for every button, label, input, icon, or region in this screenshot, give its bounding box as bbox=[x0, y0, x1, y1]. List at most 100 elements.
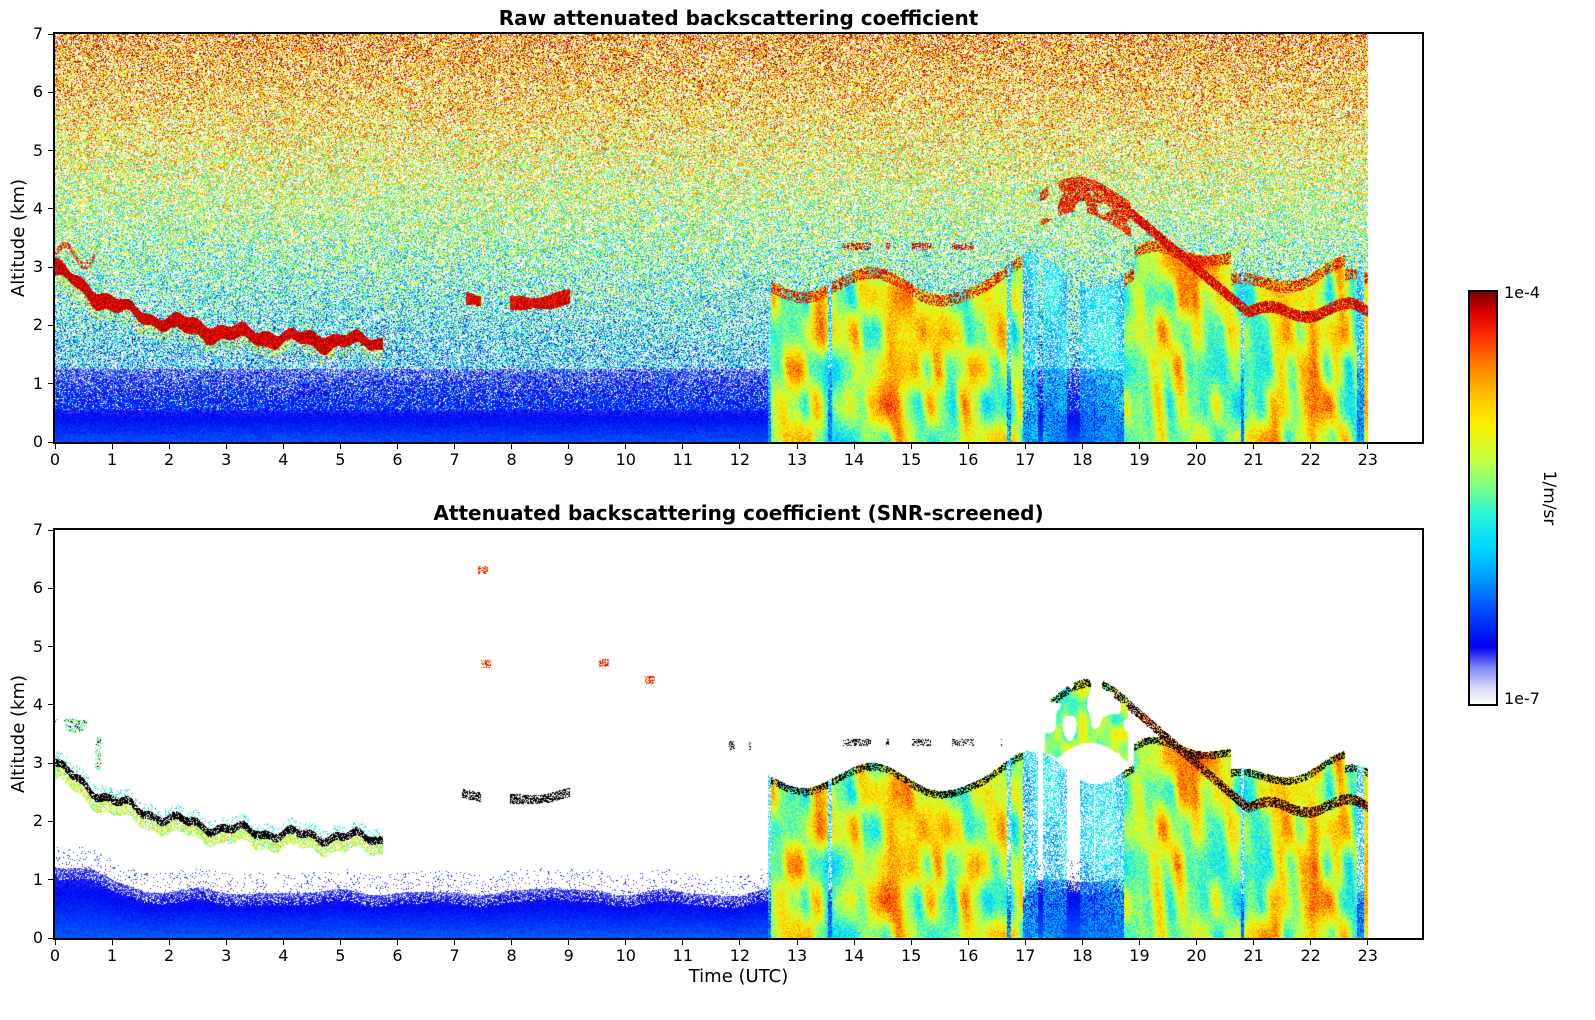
x-axis-tick bbox=[682, 444, 684, 449]
x-tick-label: 3 bbox=[221, 450, 232, 469]
x-axis-tick bbox=[739, 940, 741, 945]
x-tick-label: 22 bbox=[1300, 946, 1321, 965]
y-axis-tick bbox=[48, 587, 53, 589]
x-tick-label: 9 bbox=[563, 946, 574, 965]
x-axis-tick bbox=[568, 444, 570, 449]
x-tick-label: 10 bbox=[615, 946, 636, 965]
x-axis-tick bbox=[1196, 444, 1198, 449]
x-tick-label: 1 bbox=[106, 946, 118, 965]
y-tick-label: 6 bbox=[32, 82, 43, 102]
x-axis-tick bbox=[568, 940, 570, 945]
x-tick-label: 19 bbox=[1129, 450, 1150, 469]
x-axis-tick bbox=[282, 444, 284, 449]
x-axis-tick bbox=[967, 940, 969, 945]
x-axis-tick bbox=[1081, 444, 1083, 449]
x-tick-label: 6 bbox=[392, 946, 403, 965]
x-tick-label: 12 bbox=[729, 450, 751, 469]
x-tick-label: 16 bbox=[958, 946, 979, 965]
x-tick-label: 23 bbox=[1357, 450, 1378, 469]
x-axis-tick bbox=[396, 940, 398, 945]
panel1-heatmap-canvas bbox=[55, 34, 1422, 442]
x-axis-tick bbox=[625, 940, 627, 945]
x-tick-label: 4 bbox=[278, 946, 289, 965]
y-axis-tick bbox=[48, 704, 53, 706]
y-axis-tick bbox=[48, 820, 53, 822]
x-axis-tick bbox=[910, 940, 912, 945]
y-tick-label: 5 bbox=[32, 636, 43, 656]
x-tick-label: 2 bbox=[164, 450, 175, 469]
x-tick-label: 7 bbox=[449, 450, 460, 469]
x-axis-tick bbox=[54, 940, 56, 945]
y-axis-tick bbox=[48, 266, 53, 268]
y-axis-tick bbox=[48, 937, 53, 939]
x-tick-label: 11 bbox=[672, 946, 694, 965]
x-axis-tick bbox=[225, 940, 227, 945]
x-tick-label: 20 bbox=[1186, 450, 1207, 469]
x-tick-label: 2 bbox=[164, 946, 175, 965]
x-tick-label: 18 bbox=[1072, 946, 1093, 965]
x-axis-tick bbox=[168, 444, 170, 449]
y-tick-label: 7 bbox=[32, 24, 43, 43]
y-tick-label: 3 bbox=[32, 257, 43, 277]
x-axis-tick bbox=[1367, 940, 1369, 945]
x-tick-label: 8 bbox=[506, 946, 517, 965]
x-axis-tick bbox=[225, 444, 227, 449]
x-tick-label: 0 bbox=[49, 946, 61, 965]
x-tick-label: 6 bbox=[392, 450, 403, 469]
x-axis-tick bbox=[511, 444, 513, 449]
y-tick-label: 2 bbox=[32, 811, 43, 831]
x-tick-label: 21 bbox=[1243, 946, 1264, 965]
x-tick-label: 5 bbox=[335, 946, 346, 965]
y-axis-tick bbox=[48, 150, 53, 152]
x-axis-tick bbox=[1196, 940, 1198, 945]
panel1-title: Raw attenuated backscattering coefficien… bbox=[498, 6, 979, 30]
y-tick-label: 2 bbox=[32, 315, 43, 335]
x-tick-label: 19 bbox=[1129, 946, 1150, 965]
colorbar bbox=[1468, 290, 1498, 706]
colorbar-min-label: 1e-7 bbox=[1504, 689, 1540, 708]
x-tick-label: 5 bbox=[335, 450, 346, 469]
y-axis-tick bbox=[48, 441, 53, 443]
x-tick-label: 20 bbox=[1186, 946, 1207, 965]
y-axis-tick bbox=[48, 762, 53, 764]
colorbar-unit-label: 1/m/sr bbox=[1539, 470, 1559, 526]
x-axis-tick bbox=[339, 940, 341, 945]
x-axis-tick bbox=[739, 444, 741, 449]
x-axis-tick bbox=[1138, 940, 1140, 945]
panel2-title: Attenuated backscattering coefficient (S… bbox=[433, 501, 1044, 525]
x-tick-label: 1 bbox=[106, 450, 118, 469]
y-tick-label: 6 bbox=[32, 578, 43, 598]
colorbar-max-label: 1e-4 bbox=[1504, 283, 1540, 302]
x-tick-label: 7 bbox=[449, 946, 460, 965]
x-tick-label: 3 bbox=[221, 946, 232, 965]
x-tick-label: 8 bbox=[506, 450, 517, 469]
x-axis-tick bbox=[54, 444, 56, 449]
x-tick-label: 0 bbox=[49, 450, 61, 469]
x-axis-tick bbox=[339, 444, 341, 449]
x-tick-label: 16 bbox=[958, 450, 979, 469]
x-axis-tick bbox=[625, 444, 627, 449]
y-axis-tick bbox=[48, 33, 53, 35]
x-axis-tick bbox=[853, 444, 855, 449]
x-tick-label: 10 bbox=[615, 450, 636, 469]
y-tick-label: 1 bbox=[32, 373, 43, 393]
y-axis-tick bbox=[48, 879, 53, 881]
x-axis-label: Time (UTC) bbox=[688, 966, 789, 987]
colorbar-canvas bbox=[1470, 292, 1496, 704]
y-tick-label: 4 bbox=[32, 198, 43, 218]
x-axis-tick bbox=[454, 444, 456, 449]
x-tick-label: 17 bbox=[1015, 450, 1036, 469]
y-axis-tick bbox=[48, 324, 53, 326]
y-axis-tick bbox=[48, 529, 53, 531]
x-tick-label: 18 bbox=[1072, 450, 1093, 469]
x-tick-label: 11 bbox=[672, 450, 694, 469]
x-tick-label: 13 bbox=[786, 450, 808, 469]
x-axis-tick bbox=[111, 940, 113, 945]
x-axis-tick bbox=[1367, 444, 1369, 449]
y-tick-label: 7 bbox=[32, 520, 43, 539]
x-axis-tick bbox=[282, 940, 284, 945]
x-axis-tick bbox=[1310, 444, 1312, 449]
x-tick-label: 13 bbox=[786, 946, 808, 965]
x-axis-tick bbox=[1081, 940, 1083, 945]
panel2-heatmap-canvas bbox=[55, 530, 1422, 938]
